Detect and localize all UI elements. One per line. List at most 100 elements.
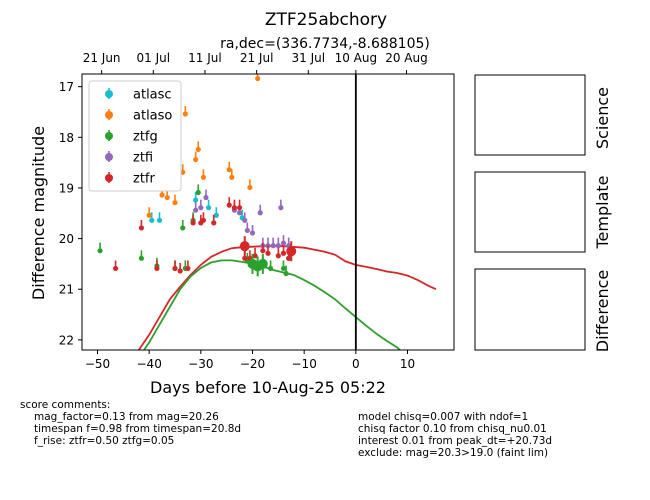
data-point [146,207,152,218]
point-marker [242,217,248,223]
data-point [185,260,191,272]
point-marker [265,250,271,256]
point-marker [193,207,199,213]
data-point [265,245,271,256]
point-marker [180,225,186,231]
data-point [205,199,212,211]
legend: atlasc atlaso ztfg ztfi ztfr [88,80,182,192]
data-point [278,199,284,211]
x-tick-label: 10 [400,357,415,371]
point-marker [164,194,170,201]
difference-panel [474,268,586,351]
point-marker [255,75,261,82]
data-point [190,214,196,226]
highlight-point [239,236,250,257]
point-marker [283,270,289,277]
y-tick-label: 17 [59,80,74,94]
point-marker [244,227,250,234]
data-point [200,169,207,180]
data-point [172,194,178,206]
top-date-label: 10 Aug [335,51,378,65]
data-point [112,260,119,272]
point-marker [280,240,287,246]
y-axis-label: Difference magnitude [29,126,48,300]
plot-frame [81,73,455,351]
data-point [283,265,289,277]
data-point [156,212,163,223]
data-point [154,260,160,272]
point-marker [190,220,196,226]
x-tick-label: −40 [137,357,162,371]
data-point [275,247,281,259]
point-marker [198,205,204,211]
data-point [280,235,287,246]
point-marker [275,243,281,249]
data-point [180,219,186,231]
point-marker [229,174,235,180]
point-marker [236,205,243,211]
data-point [280,245,287,256]
data-point [138,219,145,231]
science-panel [474,74,586,156]
legend-swatch-dot [105,90,113,98]
point-marker [257,210,263,216]
point-marker [149,217,155,223]
point-marker [226,202,232,208]
template-label: Template [593,175,612,249]
science-label: Science [593,87,612,149]
chart-title: ZTF25abchory [265,10,387,30]
y-tick-label: 21 [59,283,74,297]
data-point [242,212,248,223]
legend-label: atlaso [133,109,172,124]
legend-label: atlasc [133,88,172,103]
legend-swatch-dot [105,153,113,161]
chart-subtitle: ra,dec=(336.7734,-8.688105) [220,36,430,52]
top-date-label: 21 Jul [240,51,274,65]
top-date-label: 31 Jul [292,51,326,65]
data-point [195,184,201,196]
data-point [200,212,207,223]
point-marker [195,189,201,196]
score-comments-header: score comments: [20,399,111,411]
legend-label: ztfr [133,172,155,187]
cutout-panels: Science Template Difference [474,74,612,352]
point-marker [270,243,276,249]
model-curve [143,259,401,350]
data-point [177,262,183,274]
x-tick-label: −30 [188,357,213,371]
model-comment-line: exclude: mag=20.3>19.0 (faint lim) [358,447,549,459]
template-panel [474,171,586,253]
data-point [195,141,201,153]
point-marker [278,205,284,211]
model-curve [138,245,437,350]
data-point [138,250,145,261]
point-marker [275,253,281,259]
data-point [149,212,155,223]
x-axis-label: Days before 10-Aug-25 05:22 [150,378,386,397]
point-marker [213,212,219,218]
model-comment-line: interest 0.01 from peak_dt=+20.73d [358,435,553,447]
x-tick-label: −10 [292,357,317,371]
data-point [267,260,274,272]
point-marker [182,111,188,117]
data-point [244,222,250,234]
point-marker [112,265,119,272]
highlight-point [257,253,268,274]
data-point [211,214,217,226]
point-marker [286,246,297,257]
point-marker [200,217,207,223]
point-marker [257,258,268,269]
point-marker [159,192,165,198]
legend-swatch-dot [105,111,113,119]
point-marker [260,248,266,254]
legend-label: ztfg [133,130,158,145]
point-marker [247,184,253,191]
point-marker [239,241,250,252]
point-marker [177,268,183,274]
difference-label: Difference [593,270,612,352]
top-date-label: 20 Aug [385,51,428,65]
data-point [270,237,276,249]
x-tick-label: −20 [240,357,265,371]
point-marker [249,230,256,236]
point-marker [195,146,201,153]
